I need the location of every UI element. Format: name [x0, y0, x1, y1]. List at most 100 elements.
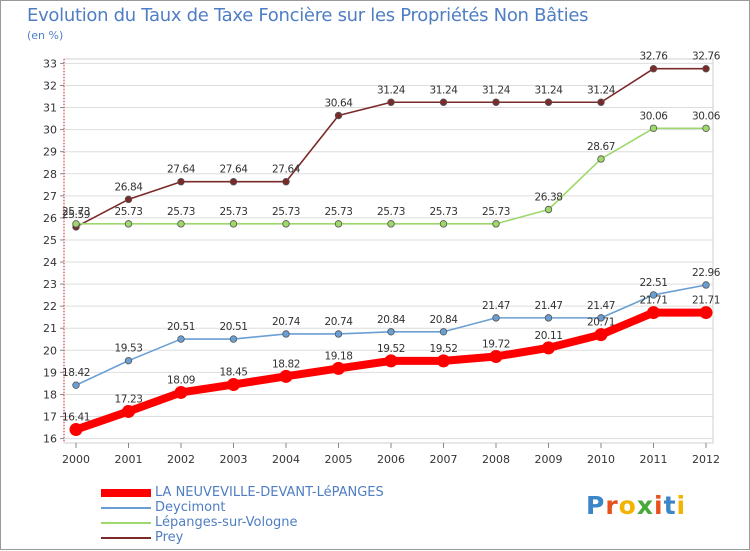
- y-tick-label: 33: [43, 57, 57, 70]
- legend-item: Deycimont: [101, 500, 384, 515]
- data-label: 18.42: [62, 367, 90, 379]
- data-label: 21.47: [587, 300, 615, 312]
- logo-letter: t: [663, 491, 677, 520]
- data-point: [594, 328, 608, 342]
- data-label: 25.73: [167, 206, 195, 218]
- data-label: 16.41: [62, 412, 90, 424]
- data-point: [334, 220, 343, 228]
- data-point: [492, 220, 500, 228]
- y-tick-label: 18: [43, 388, 57, 401]
- data-label: 22.96: [692, 267, 721, 279]
- x-tick-label: 2011: [640, 453, 668, 466]
- y-tick-label: 32: [43, 79, 57, 92]
- data-point: [332, 361, 345, 375]
- data-point: [227, 378, 240, 392]
- data-point: [279, 369, 293, 383]
- x-tick-label: 2005: [325, 453, 353, 466]
- x-tick-label: 2010: [587, 453, 615, 466]
- data-point: [437, 354, 450, 368]
- data-label: 25.73: [324, 206, 352, 218]
- data-point: [177, 178, 185, 186]
- data-label: 25.73: [429, 206, 457, 218]
- plot-area: [63, 58, 714, 444]
- data-label: 26.38: [534, 192, 562, 204]
- data-label: 26.84: [114, 181, 143, 193]
- data-point: [489, 349, 503, 363]
- x-tick-label: 2000: [62, 453, 90, 466]
- y-tick-label: 27: [43, 190, 57, 203]
- data-label: 20.51: [167, 321, 195, 333]
- data-point: [124, 195, 133, 204]
- y-tick-label: 17: [43, 411, 57, 424]
- x-tick-label: 2012: [692, 453, 720, 466]
- y-tick-label: 24: [43, 256, 57, 269]
- data-label: 31.24: [377, 84, 406, 96]
- logo-letter: i: [676, 491, 687, 520]
- data-label: 30.06: [692, 110, 721, 122]
- x-tick-label: 2003: [220, 453, 248, 466]
- chart-title: Evolution du Taux de Taxe Foncière sur l…: [27, 5, 589, 26]
- data-point: [699, 306, 713, 320]
- y-tick-label: 20: [43, 344, 57, 357]
- data-label: 17.23: [114, 393, 142, 405]
- data-label: 28.67: [587, 141, 615, 153]
- legend-item: Prey: [101, 530, 384, 545]
- data-label: 18.09: [167, 374, 195, 386]
- data-point: [174, 385, 188, 399]
- data-point: [544, 205, 553, 214]
- data-point: [384, 354, 398, 368]
- data-point: [439, 220, 448, 228]
- logo-letter: i: [654, 491, 664, 520]
- logo-letter: x: [636, 491, 654, 520]
- data-label: 19.72: [482, 338, 510, 350]
- data-point: [544, 314, 553, 322]
- legend-swatch: [101, 506, 151, 509]
- data-label: 20.84: [429, 314, 458, 326]
- logo-letter: o: [618, 491, 637, 520]
- data-label: 25.73: [272, 206, 300, 218]
- data-label: 25.59: [62, 209, 90, 221]
- data-point: [649, 291, 658, 299]
- data-point: [597, 98, 605, 106]
- y-unit-label: (en %): [27, 29, 64, 42]
- data-label: 27.64: [272, 164, 301, 176]
- data-label: 19.53: [114, 343, 142, 355]
- data-point: [72, 220, 80, 228]
- data-point: [387, 328, 395, 336]
- data-label: 31.24: [587, 84, 616, 96]
- data-label: 25.73: [114, 206, 142, 218]
- y-tick-label: 25: [43, 234, 57, 247]
- y-tick-label: 30: [43, 124, 57, 137]
- data-point: [544, 98, 553, 106]
- data-point: [387, 98, 395, 106]
- data-point: [647, 306, 660, 320]
- data-point: [177, 220, 185, 228]
- data-label: 27.64: [219, 164, 248, 176]
- data-label: 20.71: [587, 317, 615, 329]
- data-label: 20.74: [272, 316, 301, 328]
- data-point: [649, 65, 658, 73]
- data-label: 30.06: [639, 110, 668, 122]
- y-tick-label: 16: [43, 433, 57, 446]
- data-point: [439, 98, 448, 106]
- y-tick-label: 19: [43, 366, 57, 379]
- data-point: [387, 220, 395, 228]
- data-label: 25.73: [219, 206, 247, 218]
- y-tick-label: 29: [43, 146, 57, 159]
- data-point: [282, 220, 290, 228]
- legend-label: Deycimont: [155, 500, 226, 515]
- data-label: 20.74: [324, 316, 353, 328]
- x-tick-label: 2001: [115, 453, 143, 466]
- data-label: 21.47: [482, 300, 510, 312]
- x-tick-label: 2002: [167, 453, 195, 466]
- data-point: [542, 341, 555, 355]
- data-label: 31.24: [534, 84, 563, 96]
- data-label: 19.18: [324, 350, 352, 362]
- x-tick-label: 2008: [482, 453, 510, 466]
- data-point: [702, 281, 710, 289]
- legend-swatch: [101, 536, 151, 539]
- data-point: [122, 404, 135, 418]
- logo-letter: P: [586, 491, 606, 520]
- data-label: 31.24: [482, 84, 511, 96]
